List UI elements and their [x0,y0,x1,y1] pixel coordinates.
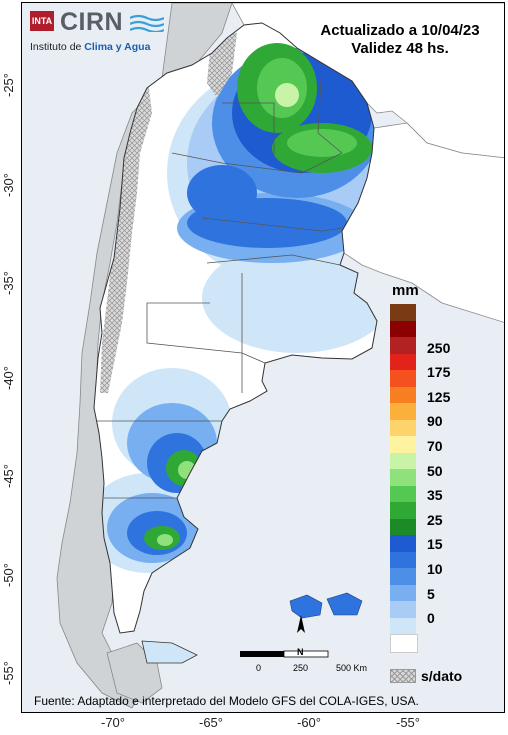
source-note: Fuente: Adaptado e interpretado del Mode… [34,694,419,708]
north-arrow-icon [297,615,305,633]
legend-colorbar [390,304,418,653]
precipitation-fields [94,28,377,573]
legend-swatch [390,485,416,502]
longitude-label: -65° [199,715,223,730]
latitude-label: -25° [1,73,16,97]
institute-prefix: Instituto de [30,41,85,53]
legend-label: 250 [427,339,451,356]
legend-label: 10 [427,561,443,577]
legend-swatch [390,337,416,354]
legend-swatch [390,452,416,469]
legend-swatch [390,634,418,653]
update-date: Actualizado a 10/04/23 [320,22,480,39]
legend-swatch [390,601,416,618]
legend-swatch [390,304,416,321]
nodata-swatch [390,669,416,683]
legend-label: 90 [427,413,443,430]
inta-badge: INTA [30,11,54,31]
legend-label: 175 [427,364,451,381]
legend-swatch [390,469,416,486]
legend-label: 35 [427,487,443,504]
legend-swatch [390,535,416,552]
legend-label: 15 [427,536,443,553]
scale-label-250: 250 [293,663,309,673]
legend-unit: mm [392,282,419,299]
legend-label: 25 [427,511,443,528]
legend-swatch [390,518,416,535]
latitude-label: -55° [1,661,16,685]
longitude-label: -55° [396,715,420,730]
province-borders [97,62,343,499]
legend-swatch [390,353,416,370]
legend-swatch [390,370,416,387]
legend-swatch [390,617,416,634]
malvinas-islands [289,592,363,619]
latitude-label: -40° [1,366,16,390]
legend-label: 50 [427,462,443,479]
institute-name: Instituto de Clima y Agua [30,41,150,53]
legend-swatch [390,320,416,337]
latitude-label: -50° [1,563,16,587]
legend-label: 70 [427,438,443,454]
latitude-label: -35° [1,271,16,295]
cirn-logo: INTA CIRN Instituto de Clima y Agua [30,8,172,58]
latitude-label: -45° [1,464,16,488]
legend-swatch [390,584,416,601]
longitude-label: -60° [297,715,321,730]
scale-bar [240,650,329,658]
nodata-label: s/dato [421,668,463,684]
scale-label-0: 0 [256,663,262,673]
logo-name: CIRN [60,8,124,36]
latitude-label: -30° [1,173,16,197]
north-label: N [297,647,304,657]
scale-label-500: 500 Km [336,663,368,673]
institute-highlight: Clima y Agua [84,41,151,53]
legend-swatch [390,386,416,403]
legend-label: 5 [427,585,435,602]
waves-icon [130,14,164,32]
tierra-del-fuego [141,640,198,664]
legend-swatch [390,551,416,568]
precipitation-map [56,3,504,709]
legend-label: 125 [427,388,451,405]
argentina-outline [93,22,378,634]
legend-swatch [390,502,416,519]
validity-period: Validez 48 hs. [351,40,449,57]
legend-swatch [390,568,416,585]
longitude-label: -70° [101,715,125,730]
legend-swatch [390,419,416,436]
map-frame [21,2,505,713]
legend-label: 0 [427,610,435,627]
legend-swatch [390,403,416,420]
legend-swatch [390,436,416,453]
